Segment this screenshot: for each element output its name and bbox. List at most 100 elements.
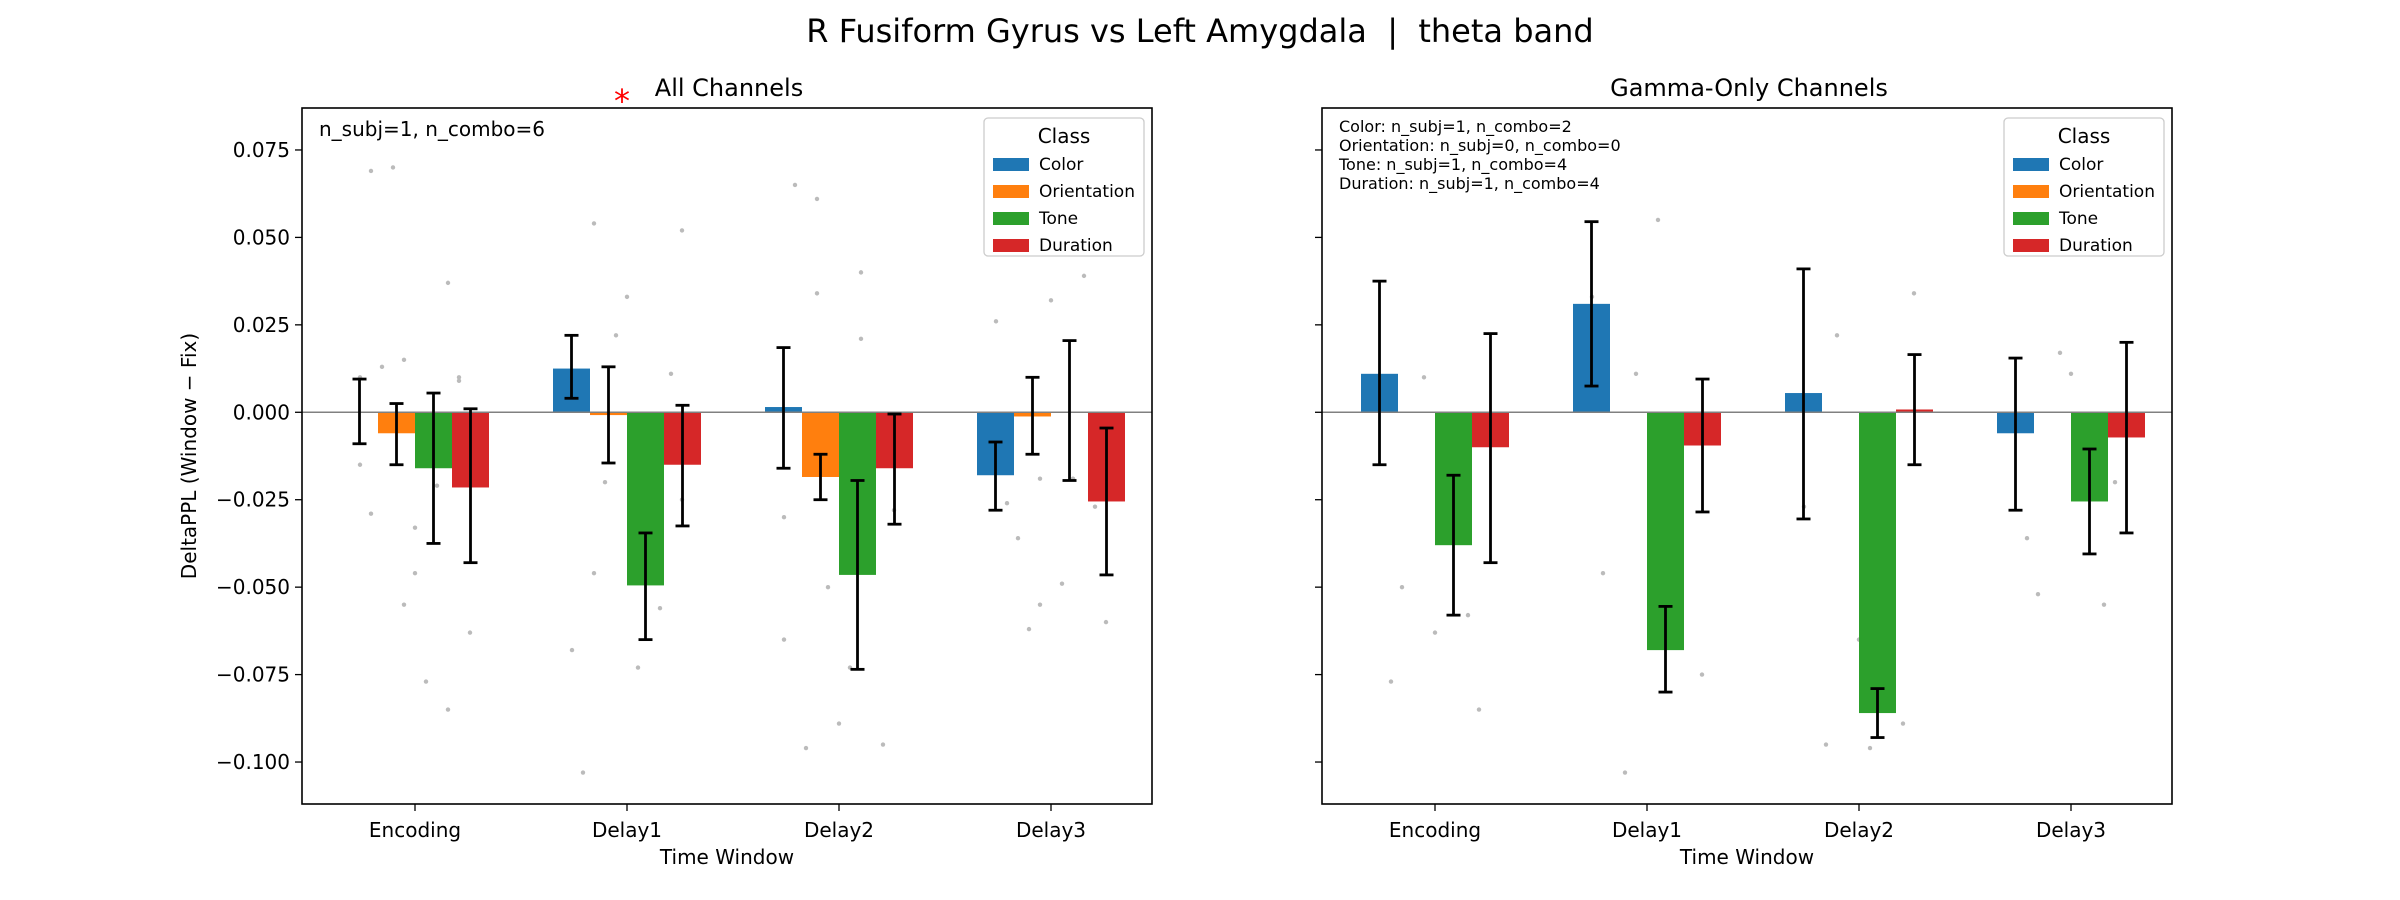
data-point: [635, 665, 641, 670]
y-tick-label: −0.025: [216, 488, 290, 512]
data-point: [1655, 217, 1661, 223]
panel-annotation: Orientation: n_subj=0, n_combo=0: [1339, 136, 1621, 156]
panel-annotation: Tone: n_subj=1, n_combo=4: [1338, 155, 1567, 175]
data-point: [668, 371, 674, 377]
data-point: [357, 462, 363, 467]
legend: Class Color Orientation Tone Duration: [983, 117, 1145, 257]
data-point: [445, 707, 451, 712]
data-point: [1476, 707, 1482, 712]
data-point: [792, 182, 798, 188]
data-point: [412, 525, 418, 530]
legend-label-color: Color: [1039, 155, 1083, 175]
data-point: [1421, 375, 1427, 380]
data-point: [814, 291, 820, 296]
data-point: [602, 480, 608, 485]
data-point: [2112, 480, 2118, 485]
data-point: [1004, 501, 1010, 506]
y-tick-label: −0.100: [216, 750, 290, 774]
data-point: [2024, 535, 2030, 541]
data-point: [624, 294, 630, 300]
data-point: [1699, 672, 1705, 677]
legend-label-orientation: Orientation: [1039, 182, 1135, 202]
data-point: [1633, 371, 1639, 377]
data-point: [825, 584, 831, 590]
legend: Class Color Orientation Tone Duration: [2003, 117, 2165, 257]
data-point: [445, 280, 451, 286]
data-point: [2035, 591, 2041, 597]
data-point: [2068, 371, 2074, 377]
data-point: [1600, 570, 1606, 576]
panel-all-channels: All Channels * 0.075 0.050 0.025 0.000 −0.025 −…: [177, 74, 1153, 869]
panel-annotation: Color: n_subj=1, n_combo=2: [1339, 117, 1572, 137]
data-point: [456, 375, 462, 380]
x-tick-label: Delay3: [1016, 818, 1086, 842]
data-point: [434, 483, 440, 488]
data-point: [803, 745, 809, 751]
panel-annotation: n_subj=1, n_combo=6: [319, 117, 545, 141]
data-point: [781, 637, 787, 642]
data-point: [858, 270, 864, 275]
figure-suptitle: R Fusiform Gyrus vs Left Amygdala | thet…: [806, 12, 1593, 50]
axes-frame: [301, 107, 1153, 805]
data-point: [781, 515, 787, 520]
data-point: [2057, 350, 2063, 356]
axes-frame: [1321, 107, 2173, 805]
data-point: [1465, 612, 1471, 618]
y-tick-label: 0.025: [233, 313, 290, 337]
data-point: [591, 221, 597, 226]
legend-label-tone: Tone: [1038, 209, 1078, 229]
data-point: [836, 721, 842, 726]
legend-label-tone: Tone: [2058, 209, 2098, 229]
data-point: [368, 511, 374, 516]
data-point: [580, 770, 586, 775]
x-tick-label: Delay2: [804, 818, 874, 842]
legend-swatch-orientation: [2013, 185, 2049, 198]
data-point: [1037, 476, 1043, 481]
x-tick-label: Encoding: [369, 818, 461, 842]
data-point: [1103, 619, 1109, 625]
data-point: [814, 196, 820, 202]
panel-gamma-only-channels: Gamma-Only Channels Encoding Delay1 Delay2 D…: [1315, 74, 2173, 869]
data-point: [1048, 298, 1054, 303]
data-point: [1900, 721, 1906, 726]
data-point: [880, 742, 886, 747]
legend-swatch-color: [2013, 158, 2049, 171]
data-point: [2101, 602, 2107, 607]
x-axis-label: Time Window: [659, 845, 794, 869]
data-point: [591, 570, 597, 576]
data-point: [456, 378, 462, 384]
data-point: [1432, 630, 1438, 635]
legend-title: Class: [1038, 124, 1091, 148]
legend-swatch-duration: [2013, 239, 2049, 252]
data-point: [401, 602, 407, 607]
legend-label-duration: Duration: [1039, 236, 1113, 256]
data-point: [657, 605, 663, 611]
data-point: [1081, 273, 1087, 279]
data-point: [1059, 581, 1065, 586]
data-point: [1834, 333, 1840, 338]
data-point: [467, 630, 473, 635]
data-point: [1388, 679, 1394, 684]
data-point: [368, 168, 374, 174]
data-point: [1911, 291, 1917, 296]
panel-annotation: Duration: n_subj=1, n_combo=4: [1339, 174, 1600, 194]
data-point: [379, 364, 385, 370]
data-point: [679, 228, 685, 233]
legend-swatch-tone: [2013, 212, 2049, 225]
legend-label-color: Color: [2059, 155, 2103, 175]
data-point: [1867, 745, 1873, 751]
x-tick-label: Encoding: [1389, 818, 1481, 842]
y-tick-label: −0.075: [216, 663, 290, 687]
legend-swatch-color: [993, 158, 1029, 171]
legend-swatch-duration: [993, 239, 1029, 252]
data-point: [1399, 584, 1405, 590]
data-point: [423, 679, 429, 684]
data-point: [412, 570, 418, 576]
data-point: [569, 647, 575, 653]
significance-marker: *: [614, 82, 630, 120]
panel-title: All Channels: [655, 74, 803, 102]
legend-swatch-orientation: [993, 185, 1029, 198]
y-tick-label: −0.050: [216, 575, 290, 599]
x-tick-label: Delay1: [1612, 818, 1682, 842]
x-tick-label: Delay3: [2036, 818, 2106, 842]
